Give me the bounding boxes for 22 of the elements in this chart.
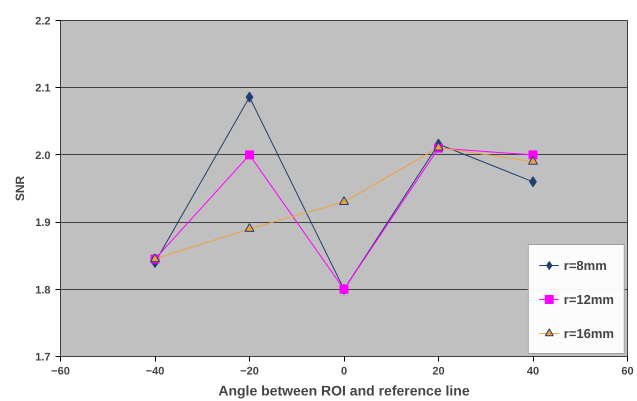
legend-label: r=8mm [564, 258, 607, 272]
point [528, 156, 538, 165]
y-tick-label: 1.9 [35, 217, 51, 230]
legend-label: r=12mm [564, 292, 614, 306]
y-axis-title: SNR [13, 176, 28, 202]
point [244, 223, 254, 232]
x-axis-title: Angle between ROI and reference line [218, 382, 470, 398]
y-tick-label: 2.1 [35, 82, 51, 95]
point [339, 196, 349, 206]
x-tick-label: −60 [51, 366, 70, 378]
x-tick-label: −20 [240, 366, 259, 378]
y-tick-label: 2.2 [35, 16, 51, 28]
y-tick-label: 2.0 [35, 150, 51, 162]
x-tick-label: 60 [621, 366, 634, 378]
point [245, 150, 254, 160]
y-tick-label: 1.7 [35, 352, 51, 364]
legend-label: r=16mm [564, 326, 614, 340]
x-tick-label: −40 [146, 366, 164, 378]
x-tick-label: 40 [526, 366, 540, 378]
y-tick-label: 1.8 [35, 284, 51, 296]
x-tick-label: 20 [432, 366, 445, 378]
x-tick-label: 0 [340, 366, 348, 378]
